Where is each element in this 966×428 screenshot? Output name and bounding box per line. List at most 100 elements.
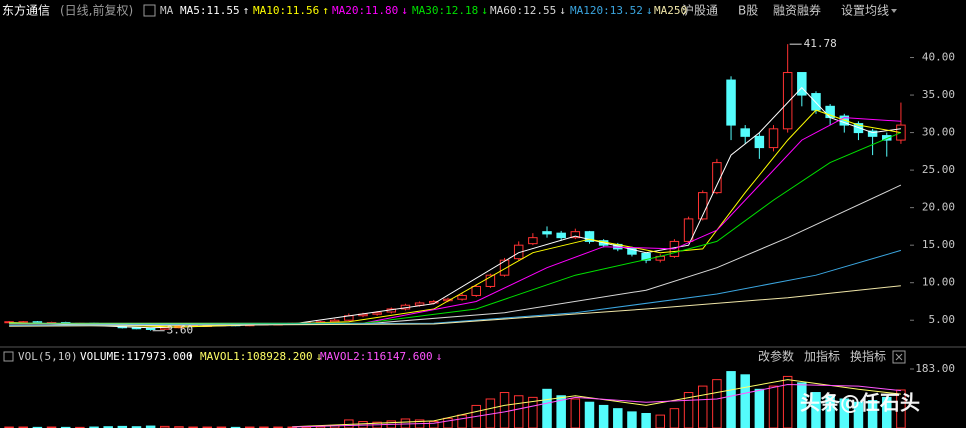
y-tick-label: 40.00 (922, 51, 955, 64)
candle-body (712, 162, 722, 194)
vol-tick-label: 183.00 (915, 362, 955, 375)
candle-body (570, 231, 581, 239)
y-tick-label: 20.00 (922, 201, 955, 214)
ma-trend: ↑ (322, 4, 329, 17)
candle-body (429, 300, 439, 304)
candle-body (584, 231, 595, 242)
candle-body (329, 319, 340, 323)
candle-body (627, 247, 637, 255)
volume-bar (754, 388, 765, 428)
toolbar-item[interactable]: 设置均线 (841, 4, 889, 18)
volume-bar (768, 385, 779, 428)
volume-bar (145, 425, 156, 428)
volume-bar (726, 371, 736, 428)
ma-legend: MA250 (654, 4, 687, 17)
volume-bar (655, 414, 666, 428)
ma-line (9, 285, 901, 327)
ma-legend: MA10:11.56 (253, 4, 319, 17)
volume-bar (542, 388, 552, 428)
candle-body (131, 327, 142, 330)
vol-toggle-icon[interactable] (3, 351, 14, 362)
volume-bar (782, 375, 793, 428)
volume-bar (867, 400, 878, 428)
volume-header: VOL(5,10) (18, 350, 78, 363)
vol-trend: ↓ (436, 350, 443, 363)
volume-bar (896, 389, 906, 428)
volume-bar (712, 379, 722, 428)
volume-bar (513, 395, 524, 428)
header-bar (0, 0, 966, 20)
candle-body (782, 72, 793, 130)
candle-body (867, 130, 878, 137)
ma-trend: ↑ (243, 4, 250, 17)
volume-bar (174, 426, 184, 428)
ma-line (9, 86, 901, 329)
ma-trend: ↓ (646, 4, 653, 17)
toolbar-item[interactable]: 融资融券 (773, 3, 821, 18)
candle-body (740, 128, 750, 137)
dropdown-icon (891, 9, 897, 13)
y-tick-label: 35.00 (922, 88, 955, 101)
volume-bar (839, 398, 850, 428)
candle-body (372, 312, 382, 315)
ma-line (9, 109, 901, 328)
close-icon (895, 353, 903, 361)
candle-body (754, 135, 765, 149)
ma-line (9, 249, 902, 326)
candle-body (471, 285, 481, 296)
volume-bar (613, 408, 623, 428)
volume-bar (641, 412, 651, 428)
indicator-button[interactable]: 加指标 (804, 349, 840, 364)
volume-bar (457, 414, 467, 428)
ma-trend: ↓ (401, 4, 408, 17)
volume-trend: ↑ (187, 350, 194, 363)
candle-body (797, 72, 807, 96)
candle-body (726, 79, 736, 126)
candle-body (811, 93, 821, 111)
candle-body (768, 128, 779, 149)
volume-bar (740, 374, 750, 428)
volume-bar (131, 426, 142, 428)
candle-body (145, 327, 156, 330)
vol-legend: MAVOL1:108928.200 (200, 350, 313, 363)
ma-legend: MA60:12.55 (490, 4, 556, 17)
candle-body (556, 232, 566, 239)
volume-bar (570, 398, 581, 428)
ma-toggle-icon[interactable] (143, 4, 156, 17)
indicator-button[interactable]: 改参数 (758, 349, 794, 364)
y-tick-label: 30.00 (922, 126, 955, 139)
chart-subtitle: (日线,前复权) (60, 3, 133, 18)
ma-legend: MA5:11.55 (180, 4, 240, 17)
volume-bar (443, 417, 453, 428)
y-tick-label: 25.00 (922, 163, 955, 176)
volume-bar (627, 411, 637, 428)
volume-bar (669, 408, 680, 428)
y-tick-label: 15.00 (922, 238, 955, 251)
ma-line (9, 117, 901, 324)
candle-body (32, 321, 43, 324)
ma-legend: MA120:13.52 (570, 4, 643, 17)
y-tick-label: 10.00 (922, 276, 955, 289)
close-indicator[interactable] (892, 350, 906, 364)
volume-bar (811, 392, 821, 428)
ma-legend: MA20:11.80 (332, 4, 398, 17)
candle-body (485, 274, 496, 287)
ma-line (9, 132, 902, 324)
ma-trend: ↓ (559, 4, 566, 17)
volume-bar (584, 401, 595, 428)
candle-body (641, 252, 651, 261)
volume-bar (598, 404, 609, 428)
candle-body (457, 294, 467, 300)
candle-body (499, 259, 510, 276)
volume-bar (697, 385, 708, 428)
candle-body (542, 231, 552, 235)
toolbar-item[interactable]: 沪股通 (682, 4, 718, 18)
ma-legend: MA30:12.18 (412, 4, 478, 17)
indicator-button[interactable]: 换指标 (850, 349, 886, 364)
candle-body (896, 124, 906, 141)
stock-name: 东方通信 (2, 3, 50, 18)
candle-body (414, 302, 425, 306)
toolbar-item[interactable]: B股 (738, 4, 758, 18)
candle-body (528, 237, 538, 245)
